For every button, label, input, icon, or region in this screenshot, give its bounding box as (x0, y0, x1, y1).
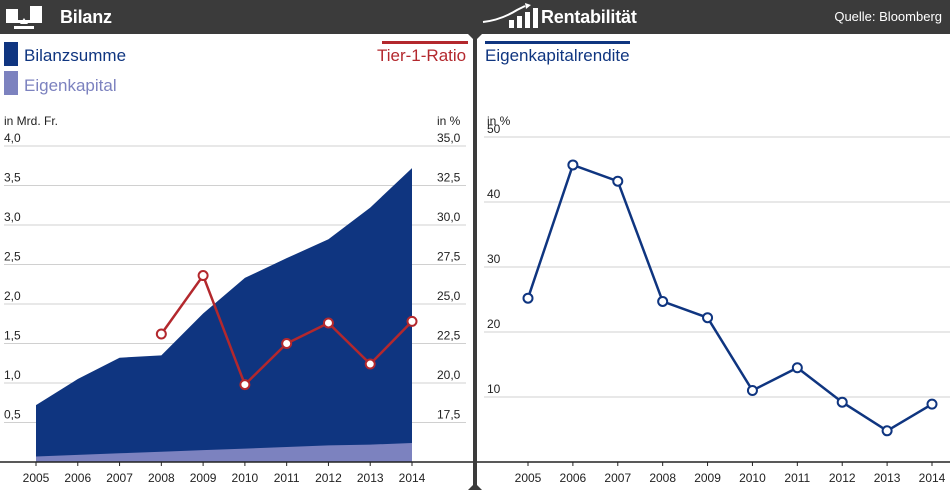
area-bilanzsumme (36, 168, 412, 462)
legend-line-rendite (485, 41, 630, 44)
ytick-right-32,5: 32,5 (437, 171, 461, 185)
xtick-left-2009: 2009 (190, 471, 217, 485)
ytick-rendite-10: 10 (487, 382, 501, 396)
ytick-rendite-20: 20 (487, 317, 501, 331)
divider-notch-top (468, 34, 482, 41)
point-rendite-2008 (657, 295, 669, 307)
xtick-right-2006: 2006 (560, 471, 587, 485)
legend-eigenkapital: Eigenkapital (24, 76, 117, 95)
unit-left-axis: in Mrd. Fr. (4, 114, 59, 128)
point-rendite-2010 (746, 385, 758, 396)
xtick-right-2012: 2012 (829, 471, 856, 485)
point-rendite-2014 (926, 398, 938, 410)
point-tier1-2012 (322, 317, 334, 329)
ytick-left-3,5: 3,5 (4, 171, 21, 185)
legend-swatch-eigenkapital (4, 71, 18, 95)
legend-eigenkapitalrendite: Eigenkapitalrendite (485, 46, 630, 65)
xtick-left-2008: 2008 (148, 471, 175, 485)
ytick-left-3,0: 3,0 (4, 210, 21, 224)
divider-notch-bottom (468, 483, 482, 490)
point-tier1-2010 (239, 379, 251, 391)
ytick-right-27,5: 27,5 (437, 250, 461, 264)
point-tier1-2008 (155, 328, 167, 340)
xtick-right-2009: 2009 (694, 471, 721, 485)
point-rendite-2009 (702, 312, 714, 324)
xtick-left-2013: 2013 (357, 471, 384, 485)
ytick-right-22,5: 22,5 (437, 329, 461, 343)
ytick-right-25,0: 25,0 (437, 289, 461, 303)
unit-right-axis: in % (437, 114, 461, 128)
point-rendite-2005 (522, 292, 534, 304)
xtick-right-2011: 2011 (784, 471, 810, 485)
legend-swatch-bilanzsumme (4, 42, 18, 66)
point-rendite-2007 (612, 175, 624, 187)
point-tier1-2009 (197, 270, 209, 282)
xtick-left-2012: 2012 (315, 471, 342, 485)
point-rendite-2012 (836, 396, 848, 408)
ytick-rendite-50: 50 (487, 122, 501, 136)
legend-tier1: Tier-1-Ratio (377, 46, 467, 65)
xtick-left-2014: 2014 (399, 471, 426, 485)
xtick-left-2007: 2007 (106, 471, 133, 485)
ytick-rendite-40: 40 (487, 187, 501, 201)
rentabilitaet-header: Rentabilität Quelle: Bloomberg (477, 0, 950, 34)
ytick-left-1,0: 1,0 (4, 368, 21, 382)
ytick-right-30,0: 30,0 (437, 210, 461, 224)
legend-bilanzsumme: Bilanzsumme (24, 46, 127, 65)
xtick-right-2008: 2008 (649, 471, 676, 485)
rising-bars-icon (482, 3, 538, 28)
bilanz-header: Bilanz (0, 0, 473, 34)
ytick-left-2,0: 2,0 (4, 289, 21, 303)
legend-line-tier1 (382, 41, 468, 44)
ytick-right-35,0: 35,0 (437, 131, 461, 145)
balance-scale-icon (6, 6, 42, 29)
ytick-left-0,5: 0,5 (4, 408, 21, 422)
xtick-right-2005: 2005 (515, 471, 542, 485)
xtick-left-2011: 2011 (274, 471, 300, 485)
point-rendite-2013 (881, 425, 893, 437)
ytick-left-1,5: 1,5 (4, 329, 21, 343)
xtick-right-2010: 2010 (739, 471, 766, 485)
xtick-left-2005: 2005 (23, 471, 50, 485)
xtick-right-2007: 2007 (604, 471, 631, 485)
line-eigenkapitalrendite (526, 163, 933, 433)
ytick-right-20,0: 20,0 (437, 368, 461, 382)
ytick-left-4,0: 4,0 (4, 131, 21, 145)
panel-divider (473, 0, 477, 490)
unit-rendite-axis: in % (487, 114, 511, 128)
xtick-right-2014: 2014 (919, 471, 946, 485)
xtick-right-2013: 2013 (874, 471, 901, 485)
area-eigenkapital (36, 443, 412, 462)
point-rendite-2006 (567, 159, 579, 171)
ytick-left-2,5: 2,5 (4, 250, 21, 264)
point-tier1-2014 (406, 315, 418, 327)
rentabilitaet-title: Rentabilität (541, 7, 637, 27)
point-tier1-2013 (364, 358, 376, 370)
ytick-rendite-30: 30 (487, 252, 501, 266)
point-tier1-2011 (281, 338, 293, 349)
ytick-right-17,5: 17,5 (437, 408, 461, 422)
source-label: Quelle: Bloomberg (834, 9, 942, 24)
bilanz-title: Bilanz (60, 7, 112, 27)
point-rendite-2011 (791, 362, 803, 374)
xtick-left-2006: 2006 (64, 471, 91, 485)
xtick-left-2010: 2010 (232, 471, 259, 485)
